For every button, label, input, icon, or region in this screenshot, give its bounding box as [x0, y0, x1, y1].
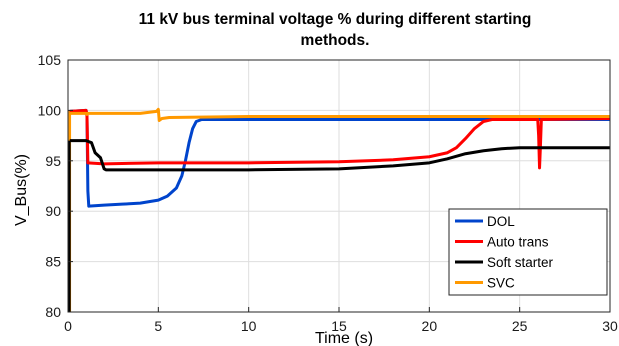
- legend: DOL Auto trans Soft starter SVC: [448, 208, 608, 296]
- x-tick-label: 15: [331, 318, 347, 334]
- y-axis-label: V_Bus(%): [13, 154, 30, 226]
- x-tick-label: 0: [64, 318, 72, 334]
- y-tick-label: 80: [45, 304, 61, 320]
- legend-label: SVC: [487, 276, 515, 291]
- x-axis-label: Time (s): [315, 330, 373, 346]
- x-tick-label: 30: [602, 318, 618, 334]
- series-line-dol: [69, 108, 610, 208]
- chart-title-line-1: 11 kV bus terminal voltage % during diff…: [139, 11, 532, 28]
- series-line-soft-starter: [69, 139, 610, 172]
- x-tick-label: 10: [241, 318, 257, 334]
- x-tick-label: 5: [154, 318, 162, 334]
- legend-label: DOL: [487, 214, 515, 229]
- legend-label: Auto trans: [487, 235, 549, 250]
- y-tick-label: 100: [38, 102, 62, 118]
- series-line-svc: [69, 107, 610, 122]
- y-tick-label: 105: [38, 52, 62, 68]
- chart-title-line-2: methods.: [301, 32, 370, 49]
- legend-label: Soft starter: [487, 255, 554, 270]
- x-ticks: 0 5 10 15 20 25 30: [64, 307, 618, 334]
- y-ticks: 80 85 90 95 100 105: [38, 52, 73, 320]
- x-tick-label: 20: [422, 318, 438, 334]
- x-tick-label: 25: [512, 318, 528, 334]
- y-tick-label: 95: [45, 153, 61, 169]
- y-tick-label: 85: [45, 254, 61, 270]
- legend-box: [448, 208, 608, 296]
- y-tick-label: 90: [45, 203, 61, 219]
